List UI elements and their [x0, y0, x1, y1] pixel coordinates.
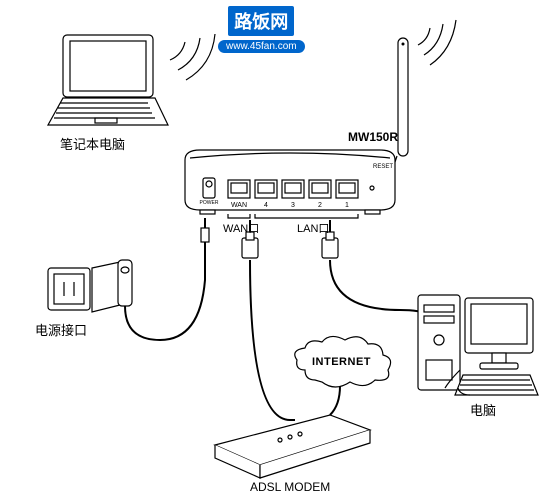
laptop-label: 笔记本电脑	[60, 134, 125, 153]
port-brackets	[228, 214, 358, 218]
router-model-label: MW150R	[348, 130, 398, 144]
modem-icon	[215, 415, 370, 478]
wifi-signal-router	[418, 20, 456, 65]
wifi-signal-laptop	[170, 34, 215, 80]
power-port-label: 电源接口	[35, 320, 87, 339]
desktop-label: 电脑	[470, 400, 496, 419]
lan-port-label: LAN口	[297, 220, 329, 236]
svg-text:2: 2	[318, 202, 322, 209]
power-cable	[125, 240, 205, 340]
desktop-icon	[418, 295, 538, 395]
internet-cloud-icon	[295, 336, 391, 415]
svg-text:POWER: POWER	[200, 200, 219, 206]
reset-label: RESET	[373, 164, 393, 170]
wan-cable	[250, 260, 290, 420]
svg-text:1: 1	[345, 202, 349, 209]
network-diagram: .ln { fill:none; stroke:#000; stroke-wid…	[0, 0, 549, 500]
router-icon: POWER WAN 4 3 2 1	[185, 38, 408, 214]
wan-port-label: WAN口	[223, 220, 259, 236]
svg-text:WAN: WAN	[231, 202, 247, 209]
internet-label: INTERNET	[312, 356, 371, 368]
svg-text:4: 4	[264, 202, 268, 209]
modem-label: ADSL MODEM	[250, 480, 330, 494]
svg-text:3: 3	[291, 202, 295, 209]
power-adapter-icon	[48, 260, 132, 312]
laptop-icon	[48, 35, 168, 125]
